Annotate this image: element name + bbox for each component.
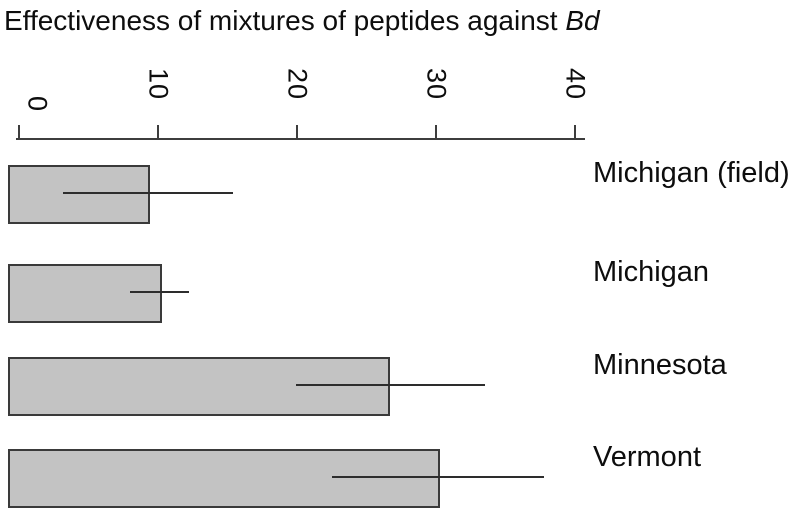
x-axis-tick-label: 30 (421, 68, 452, 101)
x-axis-tick (435, 125, 437, 138)
error-bar (295, 384, 485, 386)
category-label: Minnesota (593, 349, 727, 381)
x-axis-tick-label: 40 (560, 68, 591, 101)
category-label: Michigan (field) (593, 157, 790, 189)
x-axis-tick-label: 20 (282, 68, 313, 101)
category-label: Vermont (593, 441, 701, 473)
chart-title-italic-term: Bd (565, 5, 600, 36)
category-label: Michigan (593, 256, 710, 288)
bar-minnesota (8, 357, 391, 416)
x-axis-tick-label: 0 (22, 96, 53, 113)
error-bar (130, 291, 189, 293)
chart-title: Effectiveness of mixtures of peptides ag… (4, 4, 600, 38)
bar-vermont (8, 449, 441, 508)
chart-title-text: Effectiveness of mixtures of peptides ag… (4, 5, 566, 36)
x-axis-tick (296, 125, 298, 138)
bar-michigan (8, 264, 163, 323)
x-axis-line (16, 138, 585, 140)
x-axis-tick (157, 125, 159, 138)
x-axis-tick (574, 125, 576, 138)
error-bar (63, 192, 234, 194)
error-bar (331, 476, 545, 478)
x-axis-tick (18, 125, 20, 138)
bar-michigan-field (8, 165, 150, 224)
x-axis-tick-label: 10 (143, 68, 174, 101)
